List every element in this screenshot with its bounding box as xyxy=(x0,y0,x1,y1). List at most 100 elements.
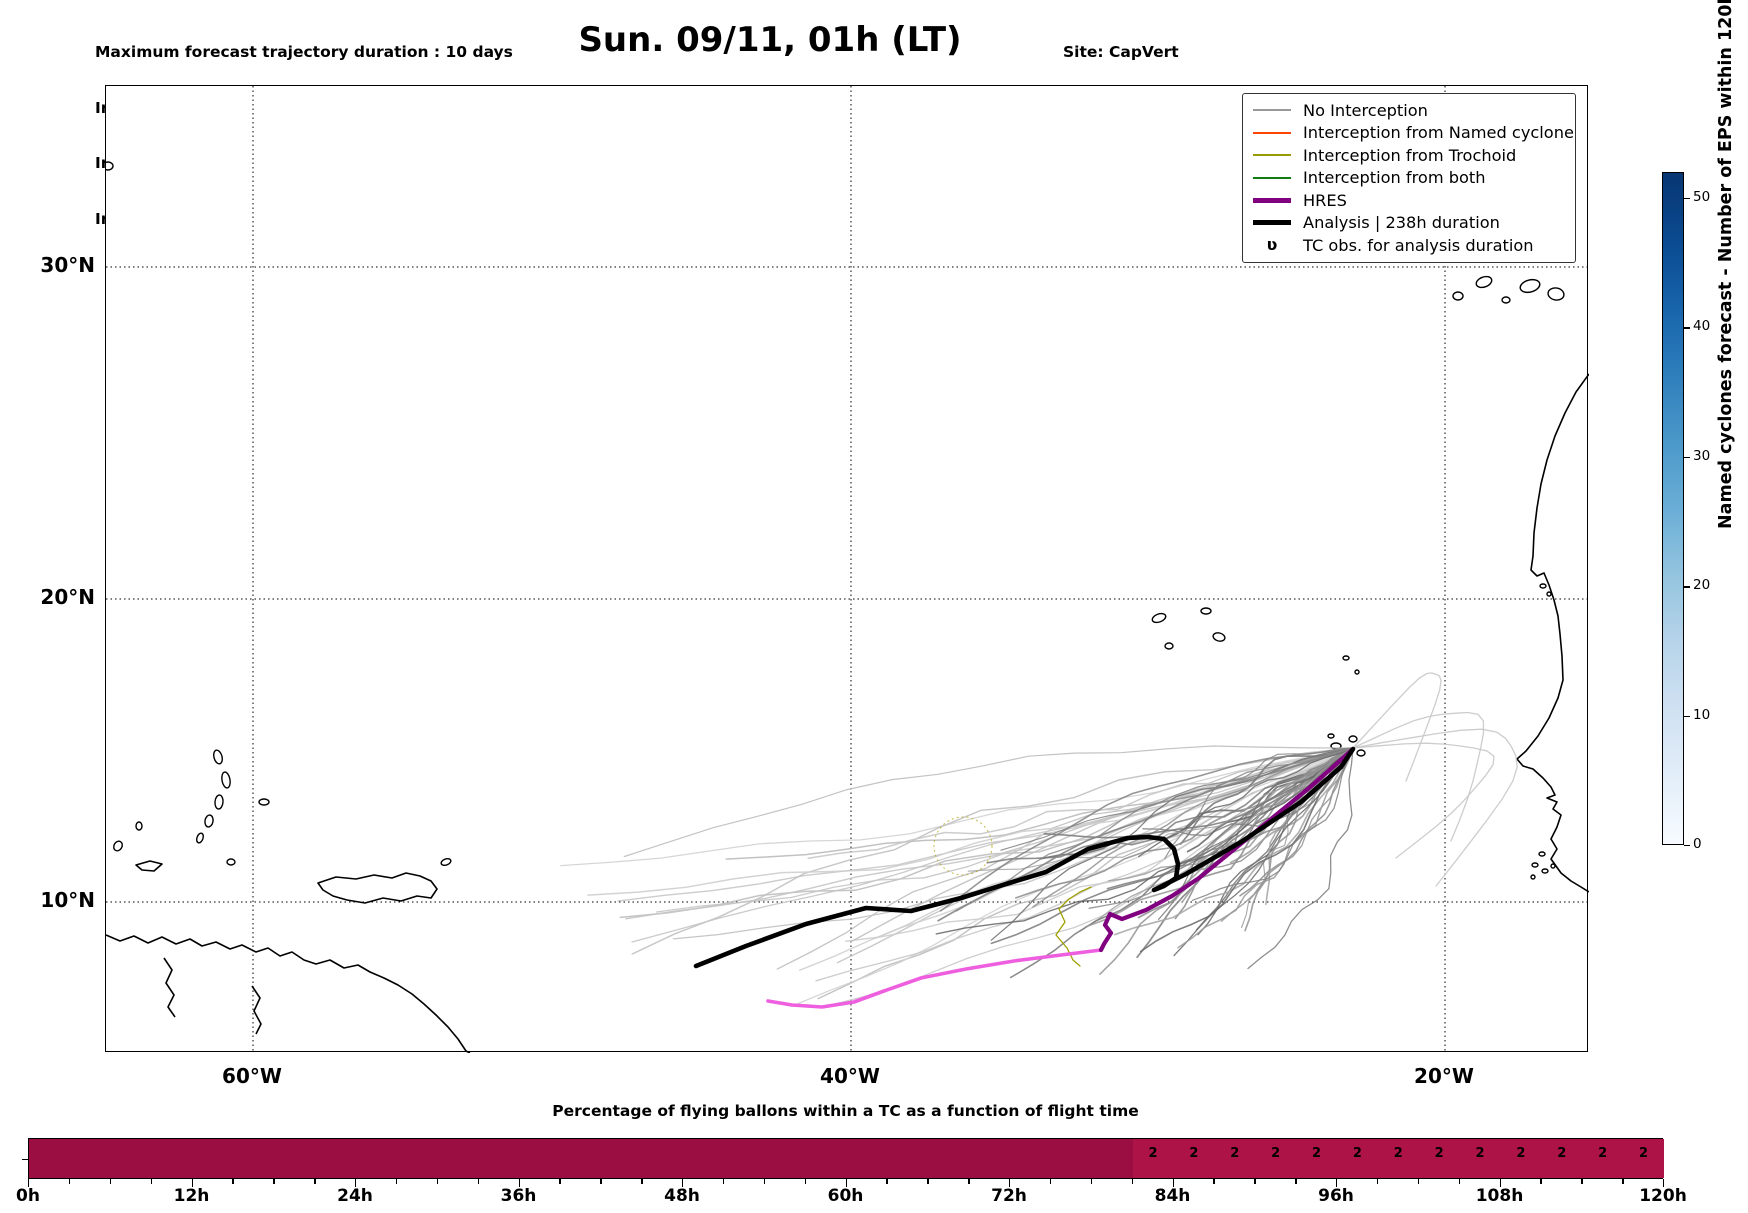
colorbar-tick xyxy=(1684,197,1690,200)
axis-minor-tick xyxy=(1254,1179,1256,1184)
legend-label: Interception from Trochoid xyxy=(1303,145,1517,165)
legend-label: HRES xyxy=(1303,190,1347,210)
track-analysis xyxy=(693,746,1356,969)
axis-tick-label: 72h xyxy=(991,1186,1027,1206)
tc-obs-icon: ʋ xyxy=(1253,237,1291,253)
legend-item: Analysis | 238h duration xyxy=(1253,212,1575,235)
coastlines xyxy=(106,161,1589,1053)
axis-tick-label: 0h xyxy=(16,1186,40,1206)
axis-minor-tick xyxy=(722,1179,725,1184)
colorbar-tick-label: 20 xyxy=(1693,577,1711,594)
legend-line xyxy=(1253,109,1291,112)
axis-tick-label: 36h xyxy=(500,1186,537,1206)
bar-annotation: 2 xyxy=(1434,1146,1444,1161)
axis-minor-tick xyxy=(641,1179,643,1184)
site-info-line: Site: CapVert xyxy=(1063,43,1179,61)
legend-line-swatch xyxy=(1253,109,1291,112)
colorbar-tick-label: 30 xyxy=(1693,447,1711,464)
lon-tick-label: 40°W xyxy=(820,1064,880,1088)
axis-minor-tick xyxy=(1213,1179,1215,1184)
axis-major-tick xyxy=(845,1179,847,1187)
bar-annotation: 2 xyxy=(1639,1146,1649,1161)
bar-annotation: 2 xyxy=(1230,1146,1240,1161)
colorbar-tick-label: 0 xyxy=(1693,836,1702,852)
colorbar-tick xyxy=(1684,456,1690,459)
legend-label: TC obs. for analysis duration xyxy=(1303,235,1534,255)
axis-major-tick xyxy=(355,1179,357,1187)
axis-minor-tick xyxy=(1049,1179,1052,1184)
axis-tick-label: 12h xyxy=(173,1186,210,1206)
colorbar xyxy=(1662,172,1684,845)
legend-line xyxy=(1253,197,1291,203)
bar-annotation: 2 xyxy=(1271,1146,1281,1161)
trajectory-map xyxy=(106,86,1589,1053)
colorbar-tick-label: 10 xyxy=(1693,706,1711,723)
bar-annotation: 2 xyxy=(1148,1146,1158,1161)
bar-segment xyxy=(1132,1139,1664,1178)
legend-item: Interception from both xyxy=(1253,167,1575,190)
legend-line-swatch xyxy=(1253,131,1291,134)
colorbar-label: Named cyclones forecast - Number of EPS … xyxy=(1716,0,1736,529)
axis-minor-tick xyxy=(1090,1179,1093,1184)
axis-tick-label: 60h xyxy=(827,1186,864,1206)
bar-y-tick xyxy=(22,1158,28,1160)
axis-major-tick xyxy=(191,1179,193,1187)
axis-minor-tick xyxy=(150,1179,153,1184)
axis-major-tick xyxy=(1172,1179,1174,1187)
axis-tick-label: 96h xyxy=(1318,1186,1354,1206)
page-title: Sun. 09/11, 01h (LT) xyxy=(578,20,962,60)
track-trochoid xyxy=(1055,898,1081,967)
axis-minor-tick xyxy=(1540,1179,1542,1184)
axis-minor-tick xyxy=(232,1179,234,1184)
axis-minor-tick xyxy=(1581,1179,1583,1184)
axis-tick-label: 48h xyxy=(664,1186,700,1206)
axis-minor-tick xyxy=(1295,1179,1297,1184)
flight-time-bar: 2 2 2 2 2 2 2 2 2 2 2 2 2 xyxy=(28,1138,1664,1179)
axis-major-tick xyxy=(1499,1179,1501,1187)
axis-tick-label: 108h xyxy=(1475,1186,1524,1206)
axis-minor-tick xyxy=(1131,1179,1134,1184)
legend-line xyxy=(1253,131,1291,134)
axis-minor-tick xyxy=(600,1179,602,1184)
legend-label: No Interception xyxy=(1303,100,1428,120)
axis-minor-tick xyxy=(804,1179,807,1184)
colorbar-tick xyxy=(1684,715,1690,717)
track-hres xyxy=(1098,746,1356,953)
axis-major-tick xyxy=(1663,1179,1665,1187)
lat-tick-label: 20°N xyxy=(40,585,95,609)
track-hres_balloon xyxy=(766,948,1103,1009)
colorbar-tick-label: 40 xyxy=(1693,318,1711,335)
lon-tick-label: 20°W xyxy=(1414,1064,1474,1088)
axis-minor-tick xyxy=(886,1179,888,1184)
legend-line-swatch xyxy=(1253,197,1291,203)
axis-minor-tick xyxy=(109,1179,112,1184)
legend-item: No Interception xyxy=(1253,99,1575,122)
legend-line xyxy=(1253,154,1291,157)
legend-line-swatch xyxy=(1253,220,1291,226)
legend-line-swatch xyxy=(1253,154,1291,157)
lat-tick-label: 10°N xyxy=(40,888,95,912)
bar-annotation: 2 xyxy=(1312,1146,1322,1161)
bottom-chart-title: Percentage of flying ballons within a TC… xyxy=(552,1102,1139,1120)
lat-tick-label: 30°N xyxy=(40,253,95,277)
legend-line xyxy=(1253,176,1291,179)
colorbar-tick-label: 50 xyxy=(1693,188,1711,205)
track-trochoid_branch xyxy=(1068,886,1092,900)
ensemble-no-interception xyxy=(935,747,1354,979)
bar-annotation: 2 xyxy=(1189,1146,1199,1161)
axis-major-tick xyxy=(1009,1179,1011,1187)
axis-minor-tick xyxy=(1622,1179,1624,1184)
legend-label: Analysis | 238h duration xyxy=(1303,213,1500,233)
trochoid-circle xyxy=(933,816,993,876)
colorbar-tick xyxy=(1684,845,1690,847)
axis-major-tick xyxy=(28,1179,30,1187)
axis-minor-tick xyxy=(68,1179,71,1184)
colorbar-tick xyxy=(1684,586,1690,588)
axis-minor-tick xyxy=(273,1179,275,1184)
map-legend: No Interception Interception from Named c… xyxy=(1242,93,1576,263)
axis-minor-tick xyxy=(436,1179,439,1184)
axis-major-tick xyxy=(518,1179,520,1187)
axis-minor-tick xyxy=(968,1179,970,1184)
axis-tick-label: 24h xyxy=(337,1186,373,1206)
